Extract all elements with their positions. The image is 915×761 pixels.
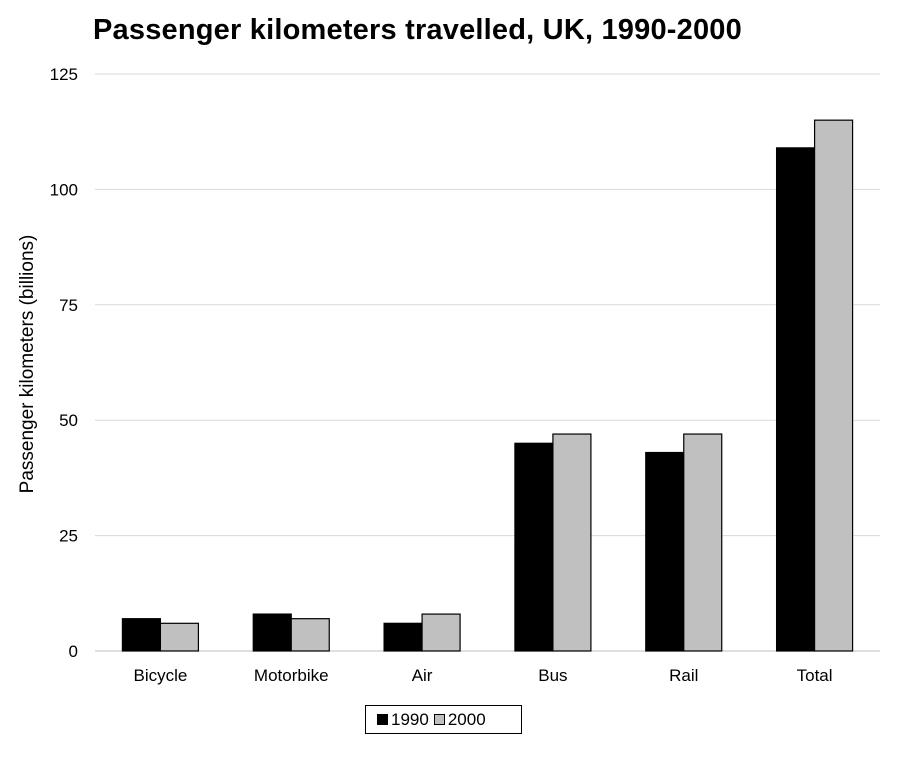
y-tick-label: 25 xyxy=(59,527,78,546)
bar-1990-air xyxy=(383,622,423,652)
bar-2000-bus xyxy=(552,433,592,652)
y-tick-labels: 0 25 50 75 100 125 xyxy=(50,65,78,661)
x-tick-label: Total xyxy=(797,666,833,685)
legend-swatch-2000 xyxy=(433,714,445,725)
bar-2000-total xyxy=(813,119,854,652)
x-tick-label: Air xyxy=(412,666,433,685)
y-tick-label: 50 xyxy=(59,411,78,430)
bar-2000-air xyxy=(421,613,461,652)
legend-label-1990: 1990 xyxy=(391,709,429,729)
legend-label-2000: 2000 xyxy=(447,709,486,729)
bar-1990-total xyxy=(775,147,816,652)
x-tick-label: Motorbike xyxy=(254,666,329,685)
gridlines xyxy=(95,73,880,652)
bar-2000-rail xyxy=(683,433,723,652)
bar-1990-bicycle xyxy=(121,618,162,652)
x-tick-label: Rail xyxy=(669,666,698,685)
legend-item-1990: 1990 xyxy=(377,710,429,730)
bar-1990-rail xyxy=(645,451,685,652)
x-tick-label: Bus xyxy=(538,666,567,685)
bar-chart: Passenger kilometers (billions) 0 25 50 75 1… xyxy=(17,65,880,685)
y-tick-label: 125 xyxy=(50,65,78,84)
x-tick-label: Bicycle xyxy=(133,666,187,685)
x-tick-labels: Bicycle Motorbike Air Bus Rail Total xyxy=(133,666,832,685)
y-tick-label: 75 xyxy=(59,296,78,315)
bars xyxy=(121,119,854,652)
legend: 1990 2000 xyxy=(365,705,522,734)
bar-2000-bicycle xyxy=(159,622,200,652)
y-axis-label: Passenger kilometers (billions) xyxy=(17,235,38,494)
legend-item-2000: 2000 xyxy=(433,709,486,730)
y-tick-label: 0 xyxy=(69,642,78,661)
bar-1990-motorbike xyxy=(252,613,292,652)
bar-2000-motorbike xyxy=(290,618,330,652)
bar-1990-bus xyxy=(514,442,554,652)
legend-swatch-1990 xyxy=(377,714,388,725)
chart-title: Passenger kilometers travelled, UK, 1990… xyxy=(93,14,742,46)
y-tick-label: 100 xyxy=(50,180,78,199)
